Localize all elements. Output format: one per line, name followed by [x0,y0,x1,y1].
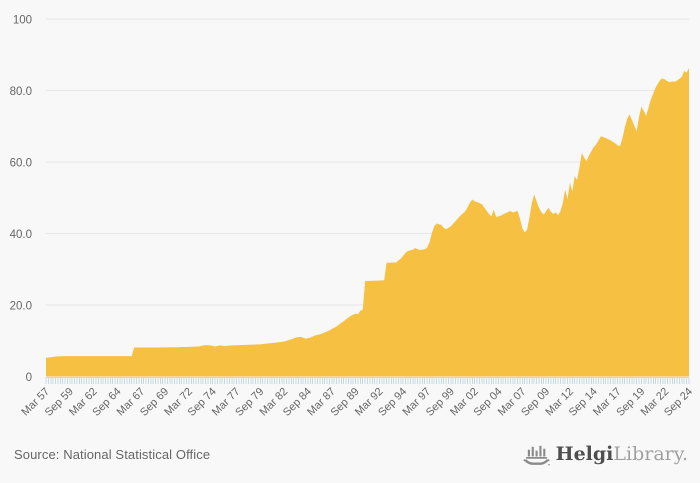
svg-text:0: 0 [26,372,32,384]
svg-text:40.0: 40.0 [10,229,32,241]
logo-wordmark: HelgiLibrary. [556,445,688,464]
y-axis-labels: 0 20.0 40.0 60.0 80.0 100 [10,15,32,385]
svg-text:80.0: 80.0 [10,86,32,98]
helgi-ship-icon [523,445,550,466]
svg-text:100: 100 [13,15,32,27]
helgi-library-logo[interactable]: HelgiLibrary. [523,442,688,467]
area-series[interactable] [46,67,689,377]
source-note: Source: National Statistical Office [14,447,211,462]
x-axis-ticks [45,377,690,384]
svg-text:60.0: 60.0 [10,158,32,170]
svg-text:20.0: 20.0 [10,301,32,313]
logo-wordmark-secondary: Library. [613,443,688,465]
logo-wordmark-primary: Helgi [555,443,614,465]
chart-footer: Source: National Statistical Office Helg… [0,432,700,483]
